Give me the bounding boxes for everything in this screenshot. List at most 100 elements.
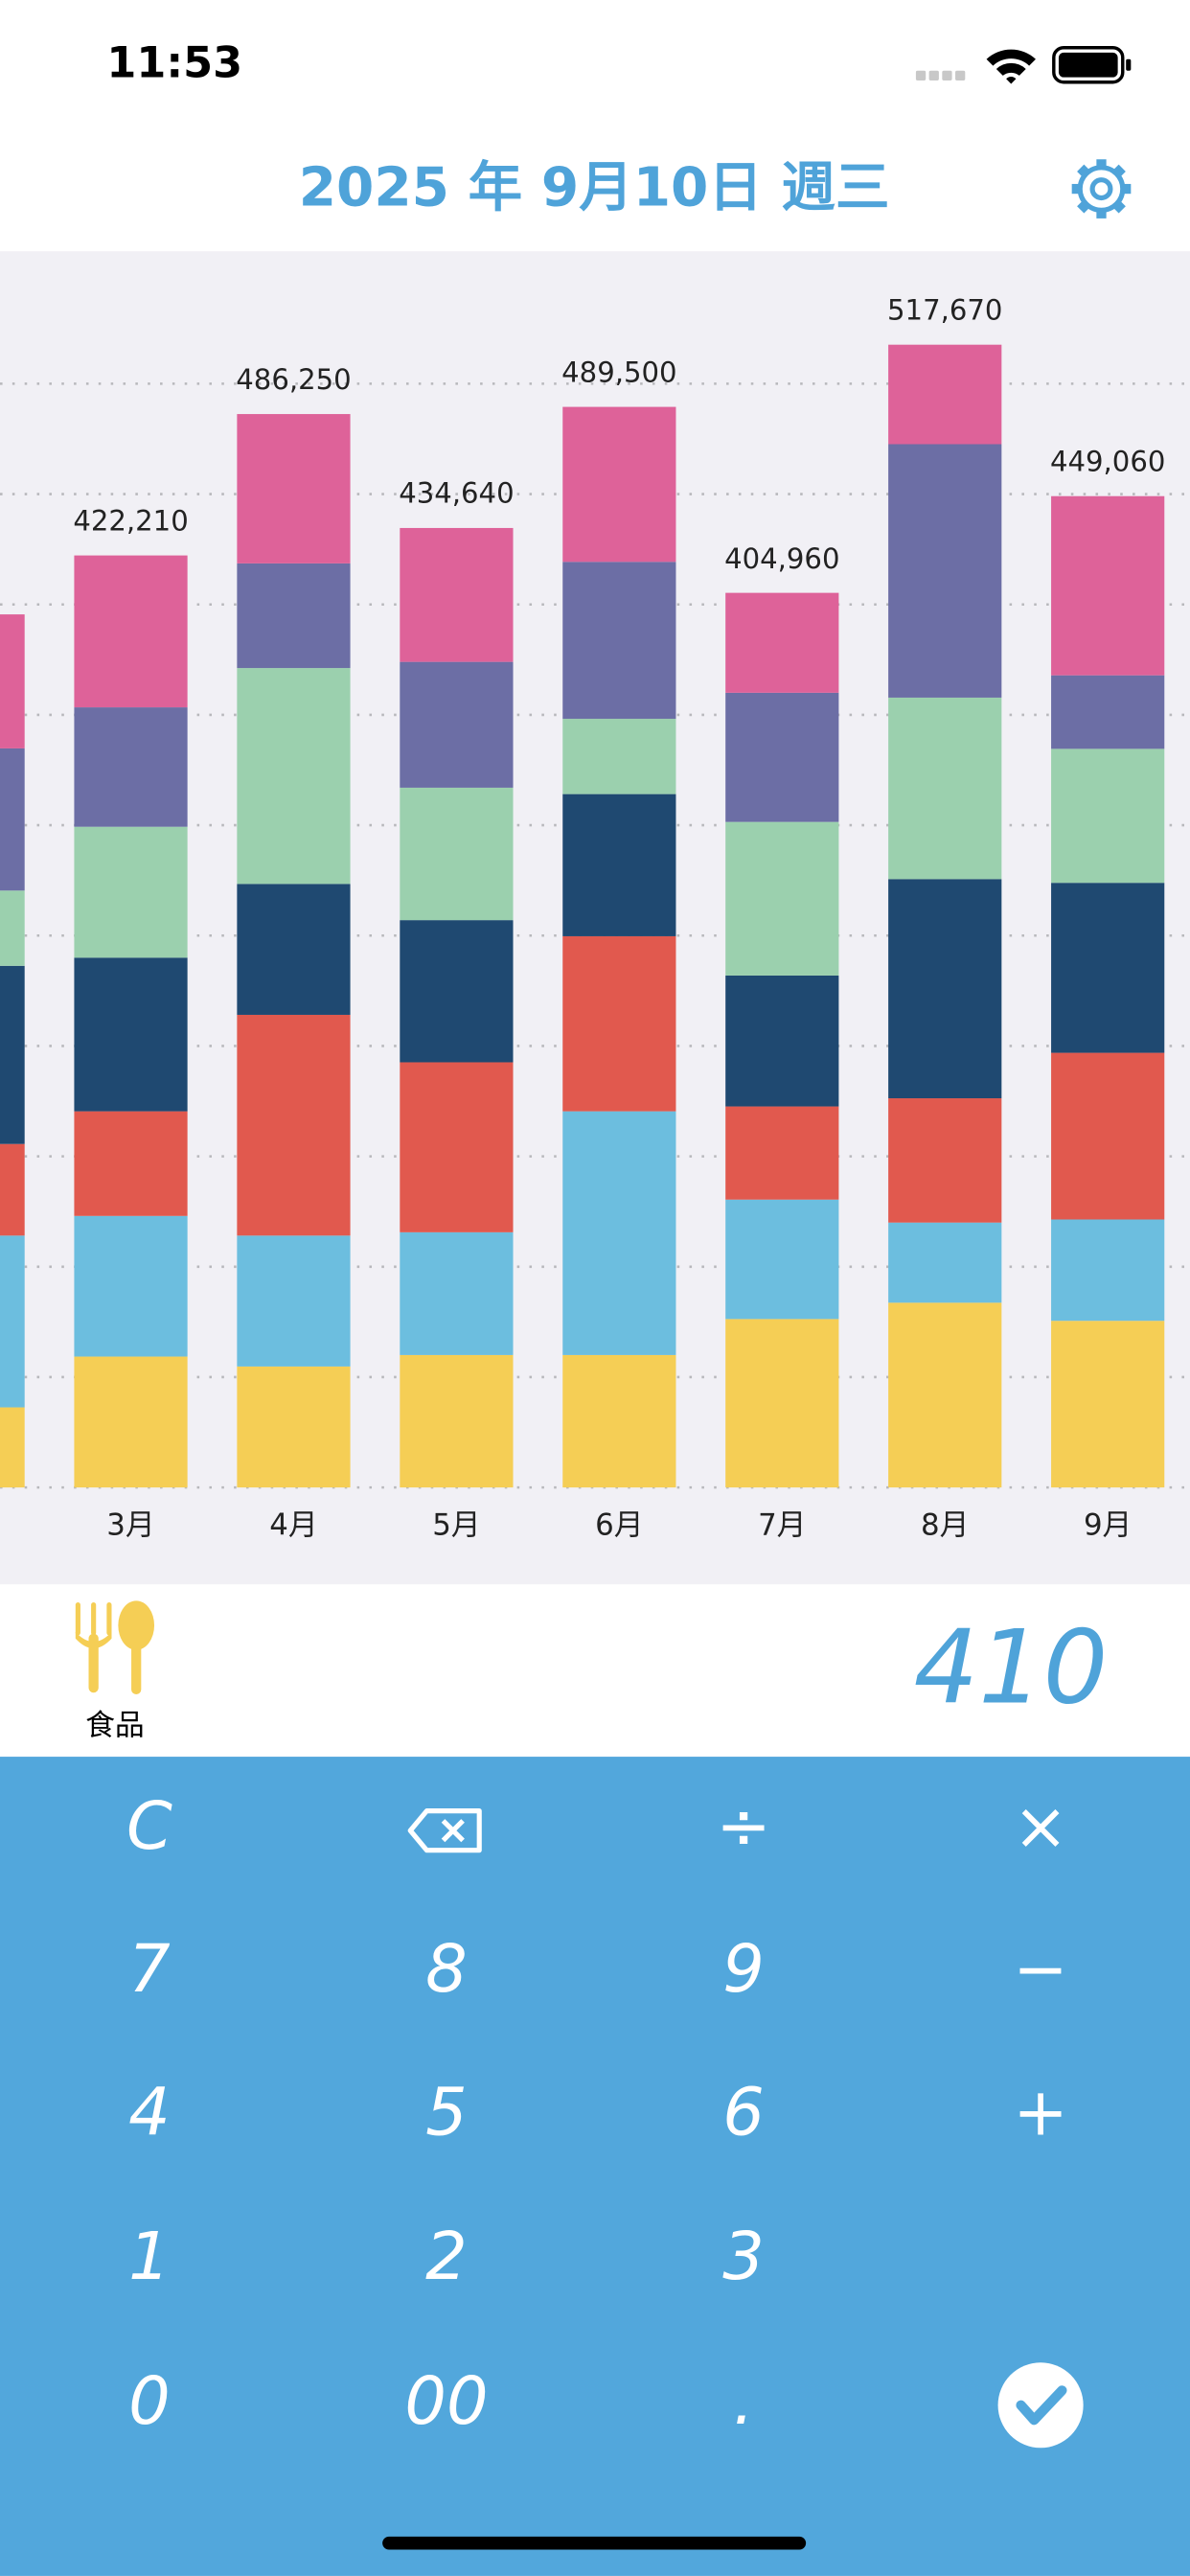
bar-segment: [562, 935, 676, 1112]
bar-segment: [1051, 1219, 1165, 1322]
bar-segment: [725, 1199, 839, 1320]
bar-segment: [562, 562, 676, 720]
total-label: 404,960: [724, 542, 839, 575]
keypad-key[interactable]: 9: [722, 1931, 765, 2008]
x-tick-label: 4月: [269, 1508, 317, 1543]
bar-segment: [725, 692, 839, 822]
bar-segment: [888, 344, 1002, 445]
signal-icon: [915, 70, 966, 81]
bar-segment: [74, 826, 188, 958]
keypad-key[interactable]: C: [126, 1788, 172, 1865]
bar-segment: [237, 1014, 351, 1236]
keypad-key[interactable]: 6: [722, 2074, 765, 2150]
category-label: 食品: [85, 1709, 145, 1743]
header-title: 2025 年 9月10日 週三: [299, 156, 890, 218]
keypad-key[interactable]: 00: [404, 2363, 488, 2440]
bar-segment: [725, 975, 839, 1107]
keypad-key[interactable]: −: [1013, 1931, 1067, 2008]
keypad-key[interactable]: 0: [128, 2363, 171, 2440]
bar-segment: [74, 555, 188, 708]
bar-segment: [400, 1354, 514, 1488]
bar-segment: [74, 1215, 188, 1357]
keypad-key[interactable]: 7: [128, 1931, 171, 2008]
bar-segment: [400, 527, 514, 662]
confirm-key[interactable]: [997, 2362, 1084, 2449]
bar-segment: [1051, 1052, 1165, 1220]
total-label: 486,250: [236, 363, 351, 396]
bar-segment: [400, 661, 514, 788]
category-icon[interactable]: [75, 1600, 155, 1694]
total-label: 434,640: [399, 477, 514, 510]
keypad-key[interactable]: 1: [128, 2219, 171, 2295]
bar-segment: [888, 1098, 1002, 1223]
bar-segment: [0, 1407, 25, 1488]
total-label: 489,500: [561, 356, 676, 388]
bar-segment: [237, 1235, 351, 1367]
keypad-key[interactable]: 8: [425, 1931, 468, 2008]
bar-segment: [400, 787, 514, 921]
bar-segment: [74, 707, 188, 827]
bar-segment: [888, 1302, 1002, 1488]
bar-segment: [237, 563, 351, 669]
bar-segment: [562, 719, 676, 794]
bar-segment: [562, 794, 676, 936]
keypad-key[interactable]: .: [733, 2363, 754, 2440]
keypad-key[interactable]: 4: [128, 2074, 171, 2150]
bar-segment: [1051, 883, 1165, 1053]
total-label: 517,670: [887, 293, 1002, 326]
total-label: 422,210: [73, 504, 188, 537]
keypad-background: [0, 1757, 1190, 2576]
x-tick-label: 7月: [758, 1508, 806, 1543]
bar-segment: [1051, 1321, 1165, 1488]
bar-segment: [74, 1111, 188, 1216]
x-tick-label: 8月: [921, 1508, 969, 1543]
bar-segment: [888, 697, 1002, 880]
bar-segment: [1051, 675, 1165, 749]
keypad-key[interactable]: ÷: [716, 1788, 770, 1865]
bar-segment: [562, 406, 676, 563]
bar-segment: [0, 1235, 25, 1408]
x-tick-label: 6月: [595, 1508, 643, 1543]
bar-segment: [562, 1111, 676, 1355]
chart[interactable]: 3月 422,210 4月 486,250 5月 434,640 6月 489,500 7月 40…: [0, 293, 1190, 1543]
status-time: 11:53: [106, 38, 242, 88]
bar-segment: [0, 965, 25, 1144]
bar-segment: [400, 1062, 514, 1232]
x-tick-label: 9月: [1084, 1508, 1132, 1543]
bar-segment: [237, 668, 351, 885]
settings-button[interactable]: [1071, 159, 1132, 218]
bar-segment: [888, 1222, 1002, 1303]
keypad-key[interactable]: 3: [722, 2219, 765, 2295]
bar-segment: [237, 884, 351, 1015]
keypad-key[interactable]: ×: [1013, 1788, 1067, 1865]
bar-segment: [0, 890, 25, 966]
bar-segment: [725, 821, 839, 976]
bar-segment: [1051, 748, 1165, 884]
battery-icon: [1052, 46, 1132, 84]
keypad: C ÷ ×7 8 9 −4 5 6 +1 2 30 00.: [126, 1788, 1068, 2440]
home-indicator: [382, 2536, 807, 2550]
bar-segment: [0, 748, 25, 891]
bar-segment: [725, 592, 839, 693]
keypad-key[interactable]: +: [1013, 2074, 1067, 2150]
keypad-key[interactable]: 5: [425, 2074, 468, 2150]
bar-segment: [74, 957, 188, 1112]
bar-segment: [888, 444, 1002, 698]
bar-segment: [725, 1106, 839, 1200]
x-tick-label: 3月: [106, 1508, 154, 1543]
amount-display: 410: [914, 1609, 1109, 1728]
bar-segment: [237, 414, 351, 564]
backspace-key[interactable]: [407, 1808, 482, 1853]
x-tick-label: 5月: [432, 1508, 480, 1543]
bar-segment: [400, 920, 514, 1063]
bar-segment: [725, 1319, 839, 1488]
bar-segment: [1051, 495, 1165, 676]
keypad-key[interactable]: 2: [425, 2219, 468, 2295]
wifi-icon: [986, 49, 1036, 84]
bar-segment: [400, 1231, 514, 1355]
total-label: 449,060: [1050, 445, 1165, 477]
bar-segment: [0, 614, 25, 748]
bar-segment: [74, 1356, 188, 1488]
